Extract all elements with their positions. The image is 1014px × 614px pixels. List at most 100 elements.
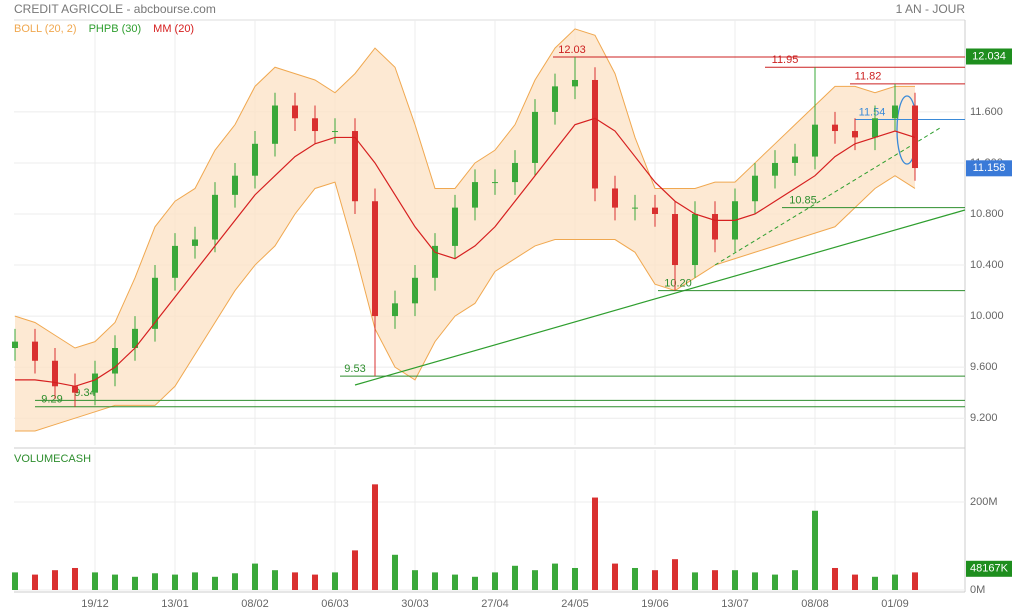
volume-bar	[892, 574, 898, 590]
volume-bar	[312, 574, 318, 590]
volume-bar	[592, 497, 598, 590]
y-tick-label: 11.600	[970, 106, 1003, 118]
candle-body	[532, 111, 538, 163]
candle-body	[412, 277, 418, 304]
volume-bar	[272, 570, 278, 590]
volume-bar	[652, 570, 658, 590]
candle-body	[852, 131, 858, 138]
volume-bar	[192, 572, 198, 590]
candle-body	[452, 207, 458, 246]
x-tick-label: 13/07	[721, 598, 749, 610]
volume-bar	[732, 570, 738, 590]
candle-body	[12, 341, 18, 349]
level-label: 11.54	[859, 106, 886, 118]
volume-bar	[812, 510, 818, 590]
value-box	[966, 48, 1012, 65]
y-tick-label: 9.200	[970, 412, 998, 424]
chart-title: CREDIT AGRICOLE - abcbourse.com	[14, 2, 216, 16]
x-tick-label: 08/02	[241, 598, 269, 610]
candle-body	[352, 131, 358, 202]
candle-body	[612, 188, 618, 208]
candle-body	[252, 143, 258, 176]
candle-body	[692, 213, 698, 266]
candle-body	[472, 182, 478, 208]
y-tick-label: 9.600	[970, 361, 998, 373]
level-label: 11.95	[772, 54, 799, 66]
volume-bar	[492, 572, 498, 590]
level-label: 10.85	[789, 195, 817, 207]
candle-body	[512, 162, 518, 183]
candle-body	[832, 124, 838, 132]
volume-bar	[832, 567, 838, 590]
volume-bar	[252, 563, 258, 590]
candle-body	[572, 79, 578, 87]
volume-bar	[792, 570, 798, 590]
candle-body	[552, 86, 558, 112]
candle-body	[312, 118, 318, 132]
candle-body	[212, 194, 218, 240]
volume-bar	[632, 567, 638, 590]
volume-bar	[672, 559, 678, 590]
value-box-label: 11.158	[973, 162, 1006, 174]
volume-bar	[72, 567, 78, 590]
volume-bar	[392, 554, 398, 590]
volume-bar	[132, 576, 138, 590]
candle-body	[112, 348, 118, 374]
candle-body	[372, 201, 378, 317]
volume-bar	[432, 572, 438, 590]
value-box-label: 48167K	[970, 563, 1009, 575]
volume-bar	[292, 572, 298, 590]
level-label: 9.29	[41, 394, 62, 406]
boll-upper	[14, 28, 915, 349]
volume-bar	[412, 570, 418, 590]
volume-bar	[452, 574, 458, 590]
candle-body	[92, 373, 98, 393]
volume-bar	[92, 572, 98, 590]
candle-body	[892, 105, 898, 119]
level-label: 10.20	[664, 277, 692, 289]
volume-bar	[112, 574, 118, 590]
volume-bar	[532, 570, 538, 590]
candle-body	[332, 131, 338, 133]
candle-body	[52, 360, 58, 387]
mm-line	[15, 117, 916, 387]
x-tick-label: 19/06	[641, 598, 669, 610]
candle-body	[652, 207, 658, 214]
legend-entry: MM (20)	[153, 23, 194, 35]
volume-bar	[372, 484, 378, 590]
volume-bar	[152, 573, 158, 590]
volume-bar	[172, 574, 178, 590]
level-label: 11.82	[855, 71, 882, 83]
value-box	[966, 160, 1012, 177]
level-label: 9.34	[74, 387, 95, 399]
value-box-label: 12.034	[972, 50, 1006, 62]
candle-body	[432, 245, 438, 278]
y-tick-label: 200M	[970, 496, 998, 508]
candle-body	[32, 341, 38, 361]
candle-body	[712, 213, 718, 240]
x-tick-label: 06/03	[321, 598, 349, 610]
level-label: 12.03	[558, 44, 586, 56]
x-tick-label: 27/04	[481, 598, 509, 610]
volume-bar	[872, 576, 878, 590]
legend-entry: PHPB (30)	[89, 23, 142, 35]
x-tick-label: 19/12	[81, 598, 109, 610]
volume-bar	[212, 576, 218, 590]
volume-bar	[752, 572, 758, 590]
trend-line	[354, 209, 966, 386]
volume-bar	[232, 573, 238, 590]
candle-body	[912, 105, 918, 169]
y-tick-label: 10.800	[970, 208, 1004, 220]
level-label: 9.53	[344, 363, 365, 375]
volume-bar	[32, 574, 38, 590]
volume-bar	[692, 572, 698, 590]
candle-body	[812, 124, 818, 157]
boll-lower	[15, 175, 916, 432]
y-tick-label: 0M	[970, 584, 985, 596]
y-tick-label: 10.000	[970, 310, 1004, 322]
volume-bar	[572, 567, 578, 590]
candle-body	[592, 79, 598, 189]
volume-bar	[712, 570, 718, 590]
volume-bar	[52, 570, 58, 590]
